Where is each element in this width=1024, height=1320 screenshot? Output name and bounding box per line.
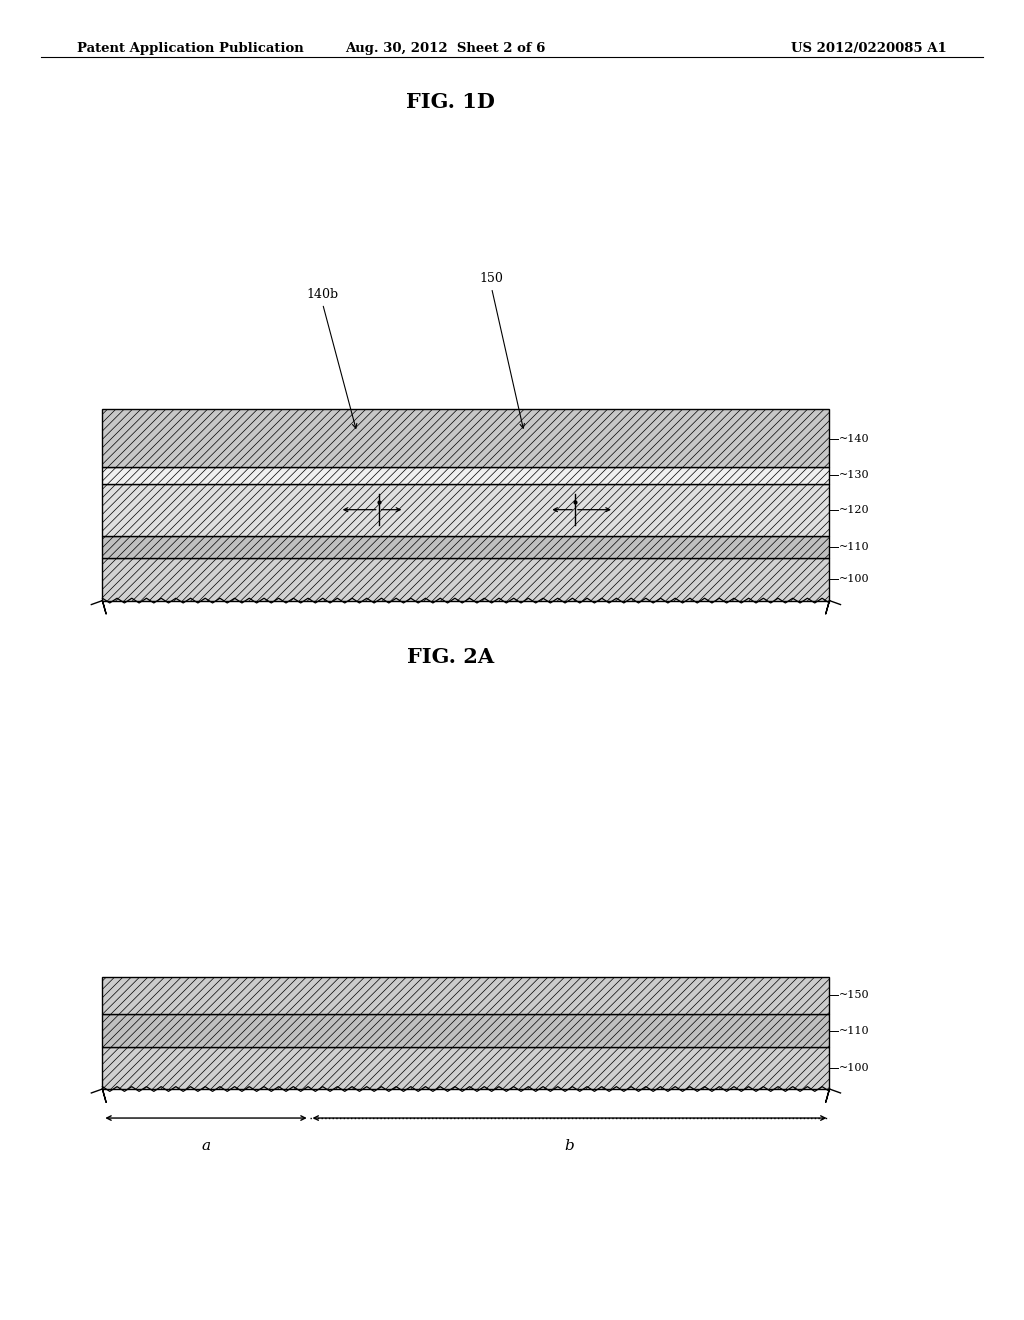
Bar xyxy=(102,557,829,601)
Text: FIG. 2A: FIG. 2A xyxy=(407,647,495,667)
Bar xyxy=(102,1048,829,1089)
Bar xyxy=(102,484,829,536)
Text: 140b: 140b xyxy=(306,288,339,301)
Text: 150: 150 xyxy=(479,272,504,285)
Bar xyxy=(102,536,829,557)
Bar xyxy=(102,977,829,1014)
Text: ~140: ~140 xyxy=(839,434,869,444)
Text: ~100: ~100 xyxy=(839,574,869,585)
Text: ~120: ~120 xyxy=(839,504,869,515)
Text: ~150: ~150 xyxy=(839,990,869,1001)
Bar xyxy=(102,466,829,484)
Text: Patent Application Publication: Patent Application Publication xyxy=(77,42,303,55)
Text: ~110: ~110 xyxy=(839,541,869,552)
Text: Aug. 30, 2012  Sheet 2 of 6: Aug. 30, 2012 Sheet 2 of 6 xyxy=(345,42,546,55)
Text: ~100: ~100 xyxy=(839,1063,869,1073)
Text: US 2012/0220085 A1: US 2012/0220085 A1 xyxy=(792,42,947,55)
Text: ~130: ~130 xyxy=(839,470,869,480)
Text: ~110: ~110 xyxy=(839,1026,869,1036)
Bar xyxy=(102,1014,829,1048)
Text: b: b xyxy=(564,1139,574,1154)
Text: a: a xyxy=(202,1139,211,1154)
Bar xyxy=(102,409,829,466)
Text: FIG. 1D: FIG. 1D xyxy=(407,92,495,112)
